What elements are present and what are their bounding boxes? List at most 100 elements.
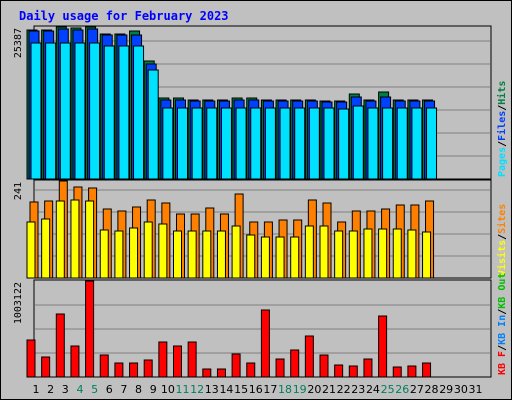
bar-visits-day-13 bbox=[202, 230, 212, 279]
bar-visits-day-18 bbox=[275, 236, 285, 279]
bar-kb-f-day-25 bbox=[378, 315, 388, 378]
bar-visits-day-17 bbox=[260, 236, 270, 279]
x-tick-day-1: 1 bbox=[33, 383, 40, 396]
bar-kb-f-day-9 bbox=[143, 359, 153, 378]
x-tick-day-22: 22 bbox=[337, 383, 351, 396]
bar-kb-f-day-12 bbox=[187, 341, 197, 378]
x-axis-day-labels: 1 2 3 4 5 6 7 8 9 10 11 12 13 14 15 16 17 18 19 20 21 22 23 24 2… bbox=[33, 383, 483, 396]
bar-pages-day-23 bbox=[352, 105, 364, 180]
bar-pages-day-18 bbox=[279, 107, 291, 180]
bar-pages-day-4 bbox=[74, 42, 86, 180]
bar-kb-f-day-15 bbox=[231, 353, 241, 378]
x-tick-day-25: 25 bbox=[381, 383, 395, 396]
legend-hits-files-pages: Pages/Files/Hits bbox=[496, 81, 508, 177]
bar-pages-day-2 bbox=[45, 42, 57, 180]
bar-pages-day-3 bbox=[59, 42, 71, 180]
bar-visits-day-4 bbox=[70, 199, 80, 279]
legend-visits: Visits bbox=[496, 240, 508, 276]
legend-kb-out: KB Out bbox=[497, 273, 508, 309]
bar-kb-f-day-26 bbox=[392, 366, 402, 378]
bar-kb-f-day-19 bbox=[290, 349, 300, 378]
bar-kb-f-day-16 bbox=[246, 362, 256, 378]
bar-visits-day-15 bbox=[231, 225, 241, 279]
bar-visits-day-10 bbox=[158, 223, 168, 279]
bar-pages-day-9 bbox=[147, 69, 159, 180]
x-tick-day-30: 30 bbox=[454, 383, 468, 396]
x-tick-day-2: 2 bbox=[47, 383, 54, 396]
bar-kb-f-day-14 bbox=[216, 368, 226, 378]
legend-sites: Sites bbox=[496, 204, 508, 234]
bar-pages-day-12 bbox=[191, 107, 203, 180]
x-tick-day-29: 29 bbox=[439, 383, 453, 396]
x-tick-day-13: 13 bbox=[205, 383, 219, 396]
x-tick-day-28: 28 bbox=[425, 383, 439, 396]
bar-kb-f-day-17 bbox=[260, 309, 270, 378]
bar-visits-day-22 bbox=[334, 230, 344, 279]
x-tick-day-4: 4 bbox=[76, 383, 83, 396]
bar-pages-day-13 bbox=[206, 107, 218, 180]
y-max-label: 1003122 bbox=[13, 282, 24, 324]
bar-visits-day-16 bbox=[246, 234, 256, 279]
legend-files: Files bbox=[496, 111, 508, 141]
x-tick-day-16: 16 bbox=[249, 383, 263, 396]
x-tick-day-5: 5 bbox=[91, 383, 98, 396]
bar-kb-f-day-2 bbox=[41, 356, 51, 378]
bar-pages-day-16 bbox=[250, 107, 262, 180]
x-tick-day-21: 21 bbox=[322, 383, 336, 396]
bar-kb-f-day-22 bbox=[334, 364, 344, 378]
bar-pages-day-8 bbox=[133, 45, 145, 180]
legend-separator: / bbox=[497, 105, 508, 111]
bar-pages-day-1 bbox=[30, 42, 42, 180]
bar-visits-day-11 bbox=[173, 230, 182, 279]
x-tick-day-23: 23 bbox=[351, 383, 365, 396]
bar-kb-f-day-11 bbox=[173, 345, 182, 378]
x-tick-day-14: 14 bbox=[219, 383, 233, 396]
y-max-label: 241 bbox=[13, 182, 24, 200]
bar-visits-day-2 bbox=[41, 218, 51, 279]
bar-visits-day-3 bbox=[55, 200, 65, 279]
bar-pages-day-14 bbox=[220, 107, 232, 180]
bar-pages-day-10 bbox=[162, 107, 174, 180]
x-tick-day-9: 9 bbox=[150, 383, 157, 396]
x-tick-day-6: 6 bbox=[106, 383, 113, 396]
bar-pages-day-26 bbox=[396, 107, 408, 180]
y-max-label: 25387 bbox=[13, 28, 24, 58]
bar-visits-day-5 bbox=[85, 200, 95, 279]
legend-kb-in: KB In bbox=[497, 315, 508, 345]
bar-kb-f-day-6 bbox=[99, 354, 109, 378]
x-tick-day-18: 18 bbox=[278, 383, 292, 396]
bar-visits-day-23 bbox=[348, 230, 358, 279]
bar-kb-f-day-5 bbox=[85, 280, 95, 378]
x-tick-day-20: 20 bbox=[307, 383, 321, 396]
bar-kb-f-day-13 bbox=[202, 368, 212, 378]
bar-pages-day-11 bbox=[177, 107, 188, 180]
bar-kb-f-day-24 bbox=[363, 358, 373, 378]
bar-kb-f-day-20 bbox=[304, 335, 314, 378]
bar-visits-day-9 bbox=[143, 221, 153, 279]
bar-pages-day-15 bbox=[235, 107, 247, 180]
bar-pages-day-25 bbox=[382, 107, 394, 180]
x-tick-day-15: 15 bbox=[234, 383, 248, 396]
x-tick-day-12: 12 bbox=[190, 383, 204, 396]
bar-visits-day-12 bbox=[187, 230, 197, 279]
bar-visits-day-7 bbox=[114, 230, 124, 279]
bar-kb-f-day-7 bbox=[114, 362, 124, 378]
x-tick-day-11: 11 bbox=[176, 383, 190, 396]
x-tick-day-27: 27 bbox=[410, 383, 424, 396]
bar-visits-day-24 bbox=[363, 228, 373, 279]
bar-pages-day-17 bbox=[264, 107, 276, 180]
bar-kb-f-day-4 bbox=[70, 345, 80, 378]
bar-pages-day-27 bbox=[411, 107, 423, 180]
bar-kb-f-day-10 bbox=[158, 341, 168, 378]
bar-pages-day-5 bbox=[89, 42, 101, 180]
bar-kb-f-day-27 bbox=[407, 365, 417, 378]
bar-visits-day-21 bbox=[319, 225, 329, 279]
bar-visits-day-28 bbox=[422, 231, 432, 279]
bar-visits-day-26 bbox=[392, 228, 402, 279]
bar-visits-day-27 bbox=[407, 229, 417, 279]
bar-pages-day-24 bbox=[367, 107, 379, 180]
legend-separator: / bbox=[497, 234, 508, 240]
chart-title: Daily usage for February 2023 bbox=[19, 9, 229, 23]
x-tick-day-19: 19 bbox=[293, 383, 307, 396]
